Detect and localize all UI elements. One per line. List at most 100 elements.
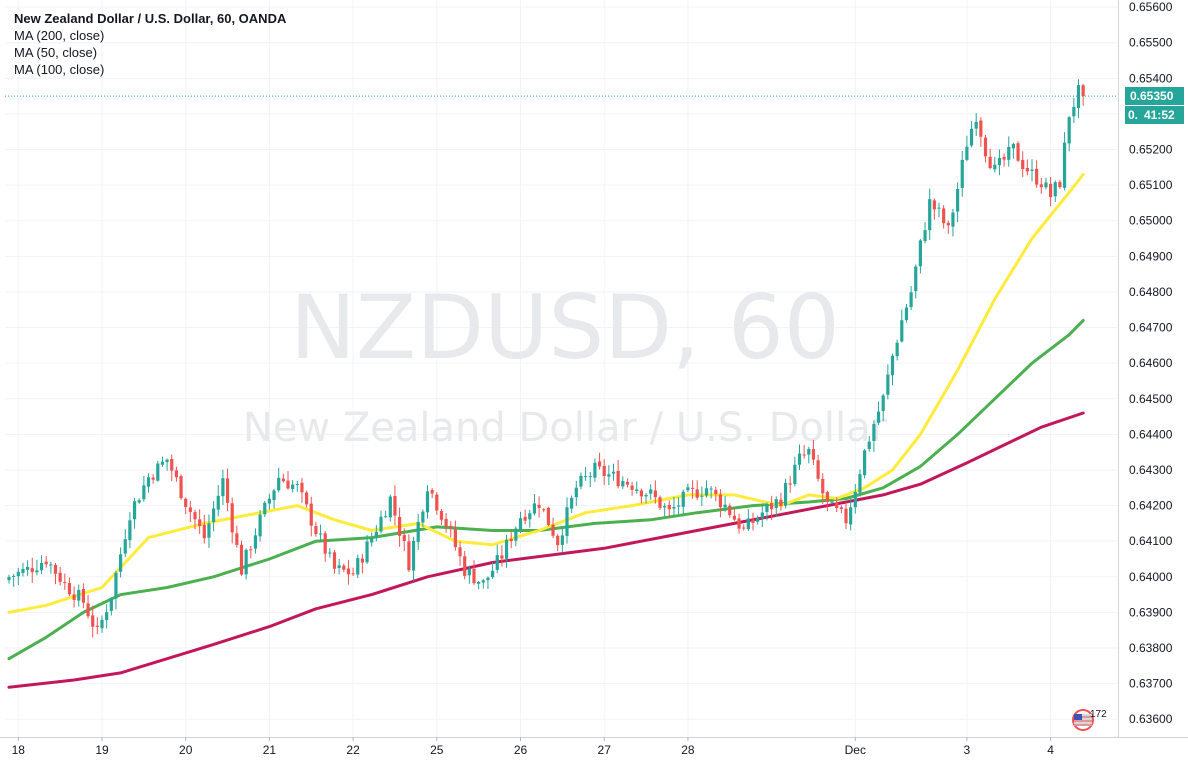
candle-body (579, 475, 583, 487)
candle-body (900, 320, 904, 342)
candle-body (430, 490, 434, 494)
candle-body (342, 565, 346, 570)
y-tick-label: 0.63800 (1129, 641, 1173, 655)
candle-body (690, 487, 695, 489)
candle-body (30, 568, 34, 573)
y-tick-label: 0.63600 (1129, 712, 1173, 726)
candle-body (212, 508, 216, 523)
candle-body (491, 570, 495, 578)
candle-body (914, 266, 918, 292)
candle-body (1002, 156, 1006, 160)
y-tick-label: 0.65200 (1129, 143, 1173, 157)
y-tick-label: 0.64800 (1129, 285, 1173, 299)
candle-body (356, 558, 360, 575)
candle-body (21, 568, 25, 573)
ma-200-line (7, 411, 1085, 689)
candle-body (853, 491, 857, 508)
candle-body (393, 496, 397, 516)
candle-body (611, 471, 616, 474)
candle-body (477, 581, 481, 584)
candle-body (667, 504, 671, 510)
candle-body (821, 478, 825, 494)
candle-body (300, 482, 304, 493)
candle-body (1021, 159, 1025, 170)
candle-body (574, 487, 578, 498)
countdown-text: 41:52 (1144, 108, 1175, 122)
x-tick-label: 26 (514, 743, 528, 757)
candle-body (1044, 182, 1048, 188)
y-tick-label: 0.64200 (1129, 499, 1173, 513)
candle-body (160, 461, 165, 465)
candle-body (979, 120, 983, 137)
candle-body (151, 477, 155, 480)
candle-body (119, 554, 123, 572)
candle-body (779, 499, 783, 507)
candle-body (444, 518, 448, 527)
candle-body (1025, 167, 1029, 172)
candle-body (774, 499, 778, 508)
chart-grid (5, 0, 1118, 737)
candle-body (207, 523, 211, 538)
candle-body (193, 512, 197, 520)
x-tick-label: 25 (430, 743, 444, 757)
y-tick-label: 0.63900 (1129, 605, 1173, 619)
candle-body (1058, 181, 1062, 188)
candle-body (463, 556, 467, 576)
candle-body (607, 474, 611, 477)
candle-body (909, 292, 913, 308)
candle-body (686, 487, 690, 491)
hidden-price-text: 0. (1128, 108, 1138, 122)
candle-body (346, 568, 351, 575)
candle-body (960, 159, 964, 188)
candle-body (788, 483, 792, 485)
x-tick-label: 28 (681, 743, 695, 757)
candle-body (258, 514, 262, 537)
candle-body (1049, 183, 1053, 198)
candle-body (44, 561, 48, 565)
candle-body (560, 535, 564, 545)
candle-body (7, 576, 11, 581)
candle-body (597, 461, 602, 467)
candle-body (384, 516, 388, 518)
candle-body (225, 478, 230, 503)
candle-body (286, 480, 290, 489)
candle-body (281, 478, 285, 482)
candle-body (756, 518, 760, 522)
candle-body (844, 508, 848, 524)
candle-body (839, 507, 843, 510)
candle-body (993, 164, 997, 170)
candle-body (863, 450, 867, 476)
candle-body (128, 520, 132, 541)
candle-body (783, 482, 788, 506)
candle-body (323, 533, 327, 554)
legend-symbol-title[interactable]: New Zealand Dollar / U.S. Dollar, 60, OA… (14, 11, 287, 26)
candle-body (537, 504, 541, 508)
candle-body (411, 540, 416, 571)
legend-ma-200[interactable]: MA (200, close) (14, 28, 105, 43)
candle-body (360, 558, 364, 563)
candle-body (12, 575, 16, 577)
x-tick-label: 3 (964, 743, 971, 757)
candle-body (532, 503, 537, 514)
candle-body (969, 128, 974, 146)
legend-ma-50[interactable]: MA (50, close) (14, 45, 98, 60)
candle-body (453, 529, 457, 548)
candle-body (732, 515, 736, 520)
candle-body (649, 489, 653, 494)
y-tick-label: 0.63700 (1129, 677, 1173, 691)
candle-body (886, 374, 890, 395)
candle-body (704, 488, 709, 496)
candle-body (770, 503, 774, 510)
candle-body (514, 528, 518, 541)
candle-body (337, 565, 341, 569)
candlestick-series (7, 79, 1085, 638)
legend-ma-100[interactable]: MA (100, close) (14, 62, 105, 77)
candle-body (318, 533, 323, 535)
chart-legend[interactable]: New Zealand Dollar / U.S. Dollar, 60, OA… (14, 10, 286, 78)
candle-body (807, 448, 811, 455)
candle-body (951, 212, 955, 227)
logo-badge[interactable]: 172 (1072, 709, 1107, 731)
candle-body (635, 489, 639, 491)
